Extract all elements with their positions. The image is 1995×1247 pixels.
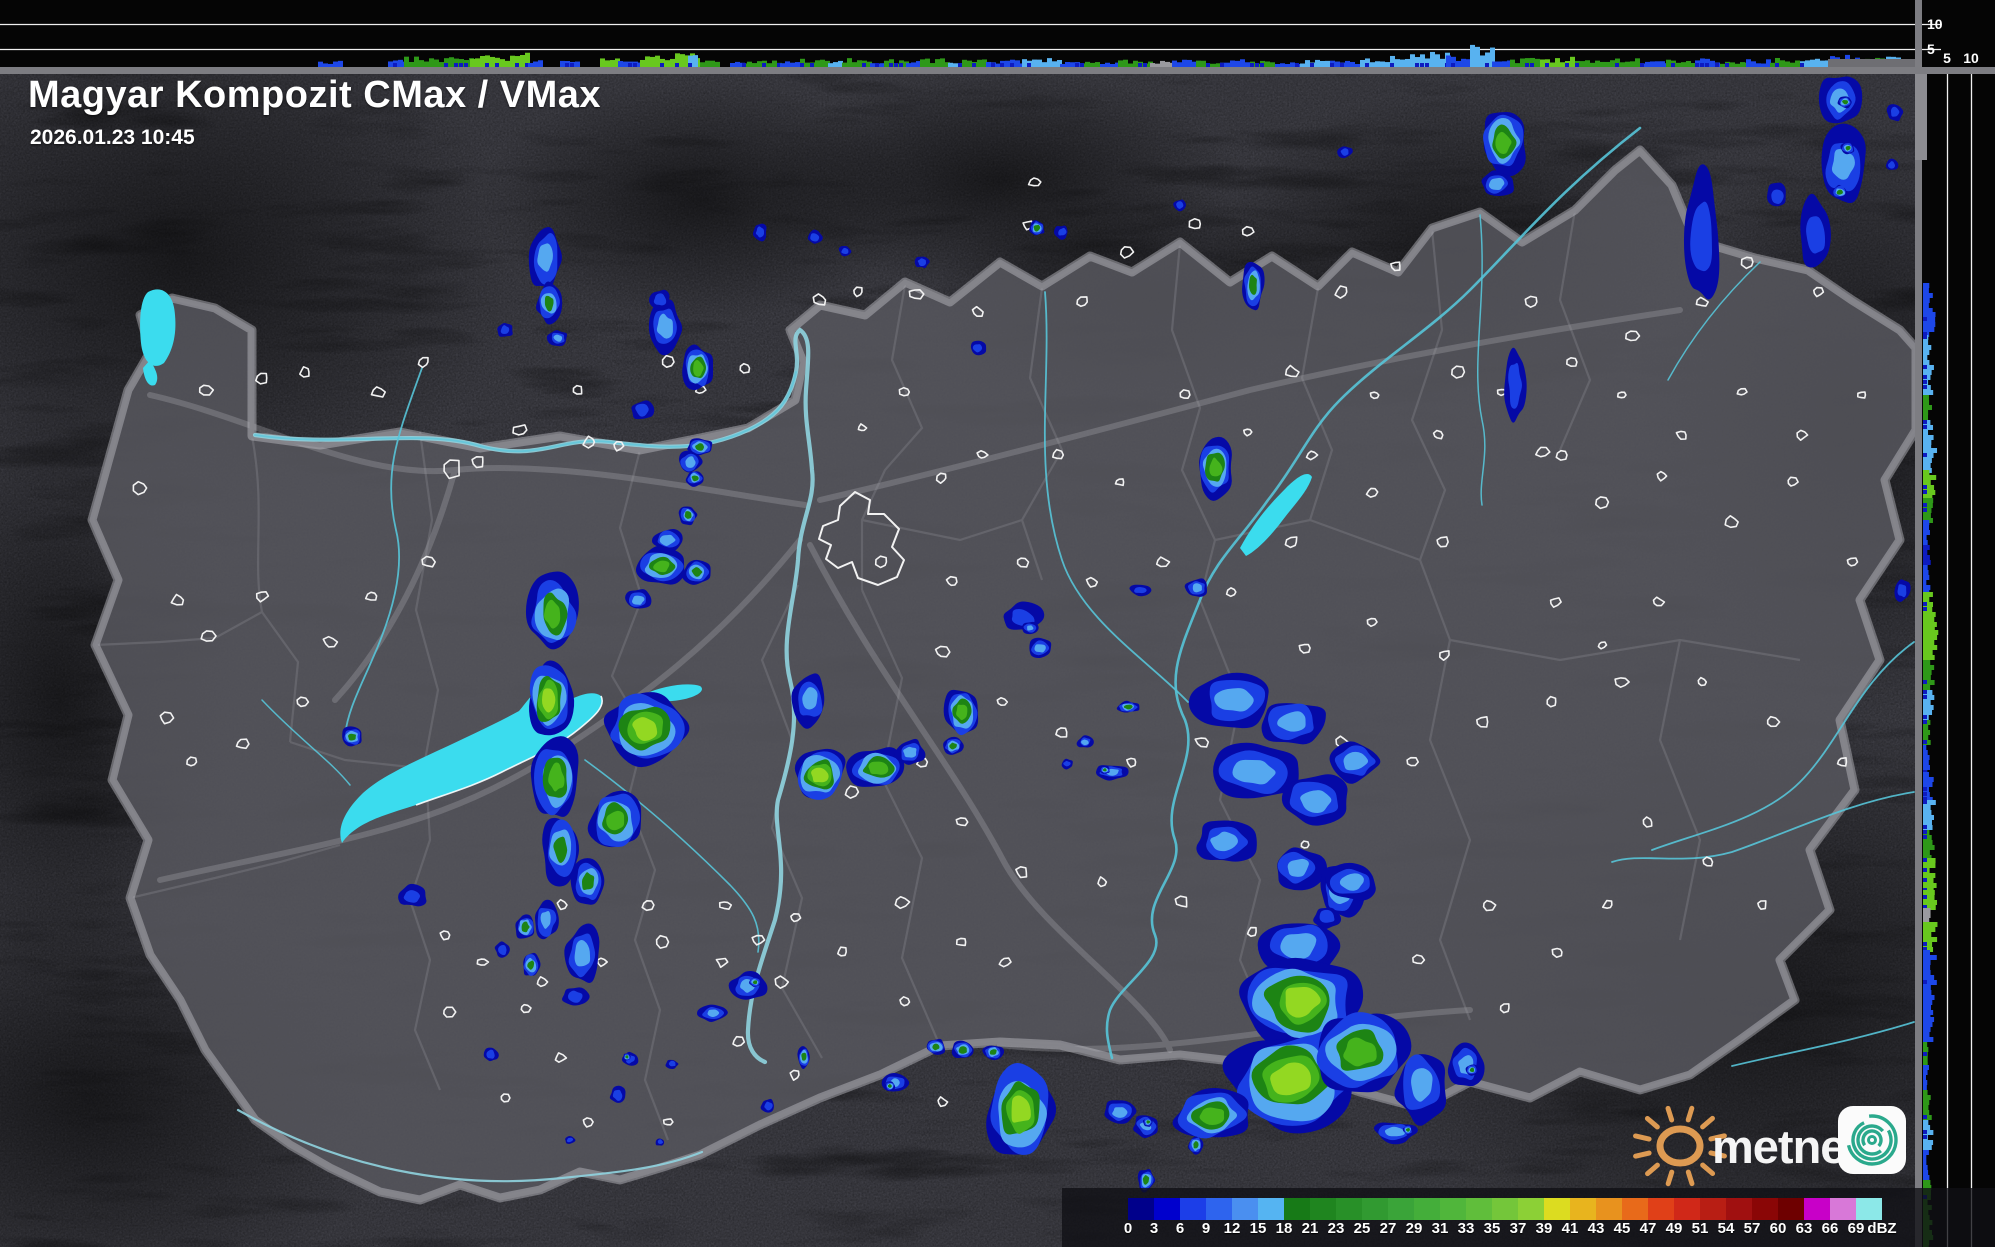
dbz-color-segment [1466,1198,1492,1220]
hungary-area [92,150,1916,1200]
dbz-colorbar [1128,1198,1882,1220]
dbz-color-segment [1128,1198,1154,1220]
svg-text:10: 10 [1963,50,1979,66]
dbz-tick-label: 63 [1795,1220,1813,1237]
dbz-color-segment [1206,1198,1232,1220]
dbz-color-segment [1284,1198,1310,1220]
dbz-color-segment [1440,1198,1466,1220]
dbz-tick-label: 9 [1201,1220,1211,1237]
dbz-color-segment [1674,1198,1700,1220]
country-border [89,147,1919,1203]
dbz-color-segment [1622,1198,1648,1220]
dbz-color-segment [1180,1198,1206,1220]
spiral-icon [1856,1124,1888,1156]
dbz-tick-label: 12 [1223,1220,1241,1237]
spiral-icon [1851,1119,1893,1161]
budapest-outline [818,491,905,586]
dbz-color-segment [1856,1198,1882,1220]
dbz-color-segment [1570,1198,1596,1220]
dbz-tick-label: 35 [1483,1220,1501,1237]
timestamp-label: 2026.01.23 10:45 [30,126,195,149]
dbz-color-segment [1232,1198,1258,1220]
rivers [236,126,1915,1183]
dbz-tick-label: 21 [1301,1220,1319,1237]
dbz-tick-label: 18 [1275,1220,1293,1237]
radar-echoes [342,76,1911,1193]
dbz-color-segment [1258,1198,1284,1220]
dbz-color-segment [1726,1198,1752,1220]
dbz-color-segment [1700,1198,1726,1220]
dbz-tick-label: 31 [1431,1220,1449,1237]
spiral-icon [1861,1129,1883,1151]
dbz-tick-label: 60 [1769,1220,1787,1237]
dbz-color-segment [1648,1198,1674,1220]
sun-icon [1656,1125,1704,1167]
dbz-color-segment [1544,1198,1570,1220]
dbz-tick-label: 51 [1691,1220,1709,1237]
dbz-color-segment [1518,1198,1544,1220]
dbz-tick-label: 43 [1587,1220,1605,1237]
top-profile-data [318,44,1911,67]
dbz-color-segment [1362,1198,1388,1220]
map-frame-vertical [1915,0,1922,1247]
dbz-color-segment [1310,1198,1336,1220]
map-frame-horizontal [0,67,1995,74]
svg-text:5: 5 [1927,41,1935,57]
dbz-tick-label: 15 [1249,1220,1267,1237]
spiral-icon [1846,1114,1898,1166]
dbz-color-segment [1414,1198,1440,1220]
dbz-tick-label: 45 [1613,1220,1631,1237]
dbz-color-segment [1336,1198,1362,1220]
dbz-tick-label: dBZ [1867,1220,1897,1237]
county-borders [94,209,1801,1141]
svg-text:5: 5 [1943,50,1951,66]
metnet-wordmark: metnet [1712,1120,1861,1173]
dbz-color-segment [1154,1198,1180,1220]
dbz-tick-label: 0 [1123,1220,1133,1237]
dbz-color-segment [1492,1198,1518,1220]
dbz-color-segment [1778,1198,1804,1220]
dbz-tick-label: 29 [1405,1220,1423,1237]
dbz-tick-label: 54 [1717,1220,1735,1237]
dbz-colorbar-panel: 0 3 6 9 12 15 18 21 23 25 27 29 31 33 35 37 39 41 43 45 47 49… [1062,1188,1995,1247]
dbz-color-segment [1830,1198,1856,1220]
dbz-tick-label: 33 [1457,1220,1475,1237]
top-profile-panel [0,0,1916,67]
dbz-color-segment [1596,1198,1622,1220]
dbz-color-segment [1804,1198,1830,1220]
dbz-tick-label: 69 [1847,1220,1865,1237]
dbz-tick-label: 39 [1535,1220,1553,1237]
dbz-tick-label: 27 [1379,1220,1397,1237]
dbz-tick-label: 47 [1639,1220,1657,1237]
dbz-tick-label: 49 [1665,1220,1683,1237]
dbz-tick-label: 23 [1327,1220,1345,1237]
dbz-tick-label: 6 [1175,1220,1185,1237]
dbz-color-segment [1752,1198,1778,1220]
svg-text:10: 10 [1927,16,1943,32]
dbz-tick-label: 3 [1149,1220,1159,1237]
dbz-tick-label: 57 [1743,1220,1761,1237]
dbz-tick-label: 25 [1353,1220,1371,1237]
metnet-logo: metnet [1633,1105,1906,1187]
dbz-tick-label: 66 [1821,1220,1839,1237]
dbz-tick-label: 37 [1509,1220,1527,1237]
page-title: Magyar Kompozit CMax / VMax [28,74,602,116]
dbz-color-segment [1388,1198,1414,1220]
dbz-tick-label: 41 [1561,1220,1579,1237]
